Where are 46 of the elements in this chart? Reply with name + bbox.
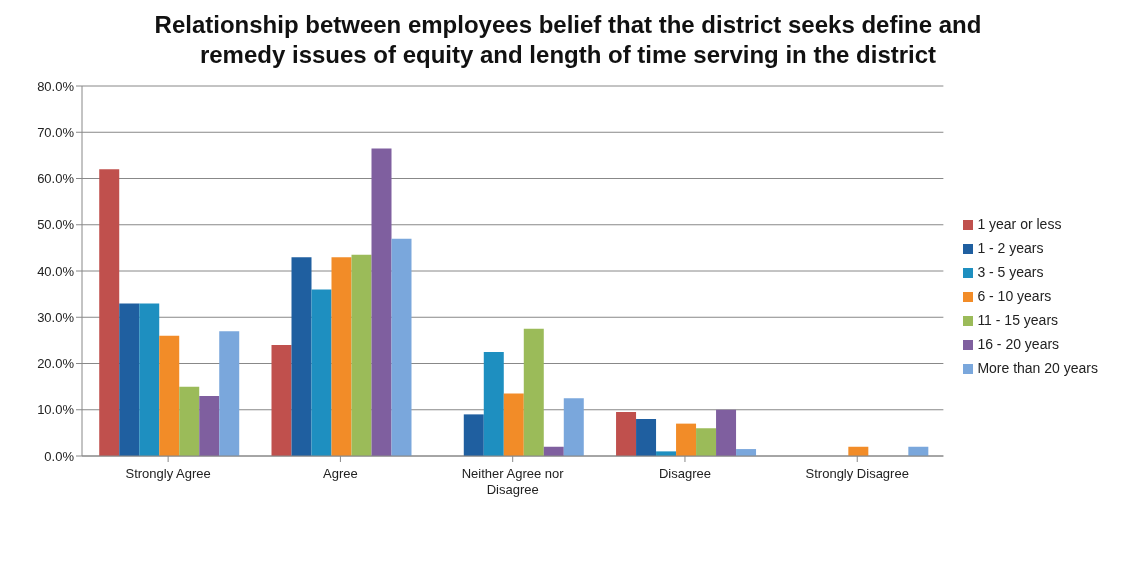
bar [563,398,584,456]
y-tick-label: 70.0% [37,124,75,140]
bar [391,238,412,456]
bar [503,393,524,456]
legend-label: 3 - 5 years [977,264,1044,280]
legend-label: More than 20 years [977,360,1098,376]
bar [139,303,160,456]
legend-label: 11 - 15 years [977,312,1059,328]
bar [311,289,332,456]
bar [523,328,544,456]
y-tick-label: 40.0% [37,263,75,279]
bar [716,409,737,456]
x-tick-label: Disagree [658,466,711,481]
bar [483,351,504,456]
x-tick-label: Neither Agree nor Disagree [461,466,565,497]
y-tick-label: 80.0% [37,78,75,94]
legend-label: 16 - 20 years [977,336,1060,352]
bar [616,412,637,456]
bar [199,395,220,456]
bar [179,386,200,456]
bar [463,414,484,456]
y-tick-label: 20.0% [37,356,75,372]
legend-label: 1 year or less [977,216,1062,232]
bar [219,331,240,456]
y-tick-label: 0.0% [44,448,75,464]
y-tick-label: 30.0% [37,309,75,325]
y-tick-label: 50.0% [37,217,75,233]
bar [99,169,120,456]
y-tick-label: 60.0% [37,171,75,187]
x-tick-label: Strongly Agree [125,466,211,481]
bar [271,345,292,456]
chart-title: Relationship between employees belief that the district seeks define and remedy issues of equity and length of time serving in the district [153,10,983,70]
bar [119,303,140,456]
bar [331,257,352,456]
legend-label: 1 - 2 years [977,240,1044,256]
bar [159,335,180,456]
bar [636,419,657,456]
bar [676,423,697,456]
legend-label: 6 - 10 years [977,288,1052,304]
bar [291,257,312,456]
bar [696,428,717,456]
x-tick-label: Agree [323,466,358,481]
bar [351,254,372,456]
x-tick-label: Strongly Disagree [805,466,909,481]
y-tick-label: 10.0% [37,402,75,418]
bar [371,148,392,456]
